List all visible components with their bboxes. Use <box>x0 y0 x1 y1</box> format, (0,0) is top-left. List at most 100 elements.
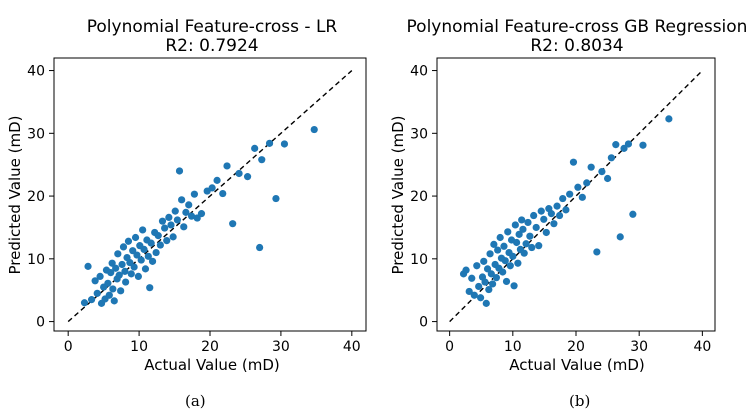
data-point <box>109 285 117 293</box>
data-point <box>555 211 564 220</box>
data-point <box>506 262 514 270</box>
chart-subtitle: R2: 0.7924 <box>165 36 258 56</box>
data-point <box>522 240 530 248</box>
data-point <box>475 282 483 291</box>
data-point <box>208 184 216 192</box>
data-point <box>482 299 490 307</box>
data-point <box>91 277 99 285</box>
x-axis-label: Actual Value (mD) <box>509 356 645 374</box>
data-point <box>144 252 152 260</box>
panel-lr: Polynomial Feature-cross - LR R2: 0.7924… <box>6 17 367 374</box>
data-point <box>171 207 179 215</box>
data-point <box>251 144 259 152</box>
data-point <box>583 179 591 187</box>
data-point <box>93 289 101 297</box>
data-point <box>510 282 518 290</box>
data-point <box>530 211 538 220</box>
data-point <box>156 241 164 249</box>
y-axis-label: Predicted Value (mD) <box>6 115 24 274</box>
data-point <box>119 243 128 251</box>
data-point <box>499 268 507 276</box>
data-point <box>562 206 570 214</box>
data-point <box>603 174 612 183</box>
data-point <box>146 284 154 292</box>
y-tick-label: 0 <box>36 315 45 331</box>
data-point <box>154 232 162 240</box>
data-point <box>598 167 606 176</box>
x-tick-label: 40 <box>343 339 361 355</box>
data-point <box>182 208 190 216</box>
data-point <box>593 248 601 256</box>
data-point <box>620 144 628 152</box>
chart-subtitle: R2: 0.8034 <box>530 36 623 56</box>
data-point <box>477 294 485 302</box>
y-tick-label: 10 <box>410 252 428 268</box>
y-tick-label: 30 <box>410 126 428 142</box>
data-point <box>169 233 177 241</box>
data-point <box>117 287 125 295</box>
data-point <box>550 220 558 228</box>
data-point <box>147 239 155 247</box>
y-tick-label: 30 <box>27 126 45 142</box>
caption-a: (a) <box>185 392 206 410</box>
chart-title: Polynomial Feature-cross - LR <box>87 17 338 37</box>
data-point <box>501 257 509 265</box>
data-point <box>258 156 266 164</box>
data-point <box>130 263 138 271</box>
data-point <box>540 215 548 223</box>
data-point <box>178 196 186 204</box>
data-point <box>139 226 147 234</box>
data-point <box>500 242 508 250</box>
data-point <box>187 212 196 220</box>
data-point <box>486 250 494 258</box>
data-point <box>574 183 582 191</box>
data-point <box>639 141 647 149</box>
data-point <box>504 228 512 236</box>
data-point <box>137 256 145 264</box>
x-tick-label: 40 <box>693 339 711 355</box>
data-point <box>524 218 532 227</box>
data-point <box>481 278 489 286</box>
data-point <box>127 270 135 278</box>
data-point <box>190 190 198 198</box>
data-point <box>87 296 96 304</box>
y-tick-label: 40 <box>27 64 45 80</box>
data-point <box>485 285 493 294</box>
data-point <box>243 173 252 181</box>
data-point <box>158 217 167 225</box>
data-point <box>265 139 274 147</box>
data-point <box>163 237 171 245</box>
x-tick-label: 20 <box>567 339 585 355</box>
data-point <box>121 267 129 275</box>
data-point <box>624 140 633 148</box>
data-point <box>665 115 673 123</box>
data-point <box>535 242 543 250</box>
data-point <box>542 228 550 237</box>
y-tick-label: 40 <box>410 64 428 80</box>
data-point <box>566 190 574 198</box>
data-point <box>612 141 620 149</box>
data-point <box>514 259 522 267</box>
data-point <box>462 266 470 274</box>
data-point <box>114 250 122 258</box>
data-point <box>487 270 495 278</box>
data-point <box>513 238 521 247</box>
x-tick-label: 20 <box>201 339 219 355</box>
data-point <box>105 291 113 299</box>
y-tick-label: 20 <box>27 189 45 205</box>
data-point <box>490 240 498 248</box>
data-point <box>180 223 188 231</box>
data-point <box>537 207 545 215</box>
data-point <box>148 257 157 265</box>
data-point <box>122 278 130 286</box>
data-point <box>112 264 120 272</box>
plot-area: 0 10 20 30 40 0 10 20 30 40 <box>27 57 367 355</box>
data-point <box>107 269 115 277</box>
chart-title: Polynomial Feature-cross GB Regression <box>407 17 748 37</box>
data-point <box>616 233 624 241</box>
data-point <box>118 260 126 269</box>
data-point <box>509 252 517 260</box>
data-point <box>492 274 500 282</box>
data-point <box>480 257 488 265</box>
